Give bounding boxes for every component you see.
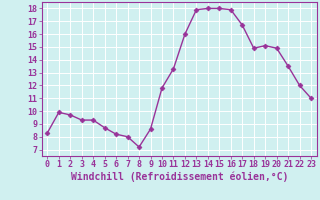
- X-axis label: Windchill (Refroidissement éolien,°C): Windchill (Refroidissement éolien,°C): [70, 172, 288, 182]
